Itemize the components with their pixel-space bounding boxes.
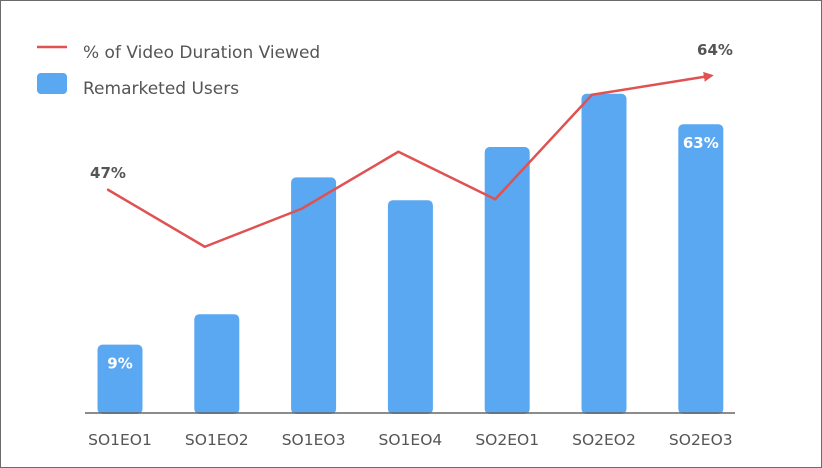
bar-data-label: 9%	[107, 355, 132, 373]
line-series	[106, 71, 714, 248]
line-point-so2eo1	[494, 198, 497, 201]
legend: % of Video Duration Viewed Remarketed Us…	[37, 43, 320, 99]
legend-label-line: % of Video Duration Viewed	[83, 43, 320, 63]
bar-data-label: 63%	[683, 134, 719, 152]
bar-series	[97, 93, 724, 415]
line-point-so2eo3	[709, 74, 712, 77]
x-tick-label: SO2EO2	[572, 431, 636, 449]
line-data-label: 47%	[90, 164, 126, 182]
bar-so2eo2	[581, 93, 627, 415]
bar-so1eo1	[97, 344, 143, 414]
x-tick-label: SO2EO3	[669, 431, 733, 449]
bar-so2eo1	[484, 147, 530, 414]
bar-so1eo2	[194, 314, 240, 414]
x-tick-label: SO1EO4	[379, 431, 443, 449]
bar-so2eo3	[678, 124, 724, 414]
line-point-so1eo2	[203, 245, 206, 248]
legend-bar-swatch	[37, 73, 67, 94]
x-axis-ticks: SO1EO1 SO1EO2 SO1EO3 SO1EO4 SO2EO1 SO2EO2 SO2E…	[88, 431, 733, 449]
line-point-so2eo2	[590, 93, 594, 96]
x-tick-label: SO1EO2	[185, 431, 249, 449]
data-labels: 9% 63% 47% 64%	[90, 41, 733, 373]
legend-label-bar: Remarketed Users	[83, 79, 239, 99]
line-point-so1eo3	[300, 207, 303, 210]
line-point-so1eo4	[397, 150, 400, 153]
x-tick-label: SO1EO1	[88, 431, 152, 449]
x-tick-label: SO2EO1	[475, 431, 539, 449]
line-data-label: 64%	[697, 41, 733, 59]
line-point-so1eo1	[106, 188, 110, 191]
bar-so1eo4	[387, 200, 433, 414]
x-tick-label: SO1EO3	[282, 431, 346, 449]
bar-so1eo3	[291, 177, 337, 414]
